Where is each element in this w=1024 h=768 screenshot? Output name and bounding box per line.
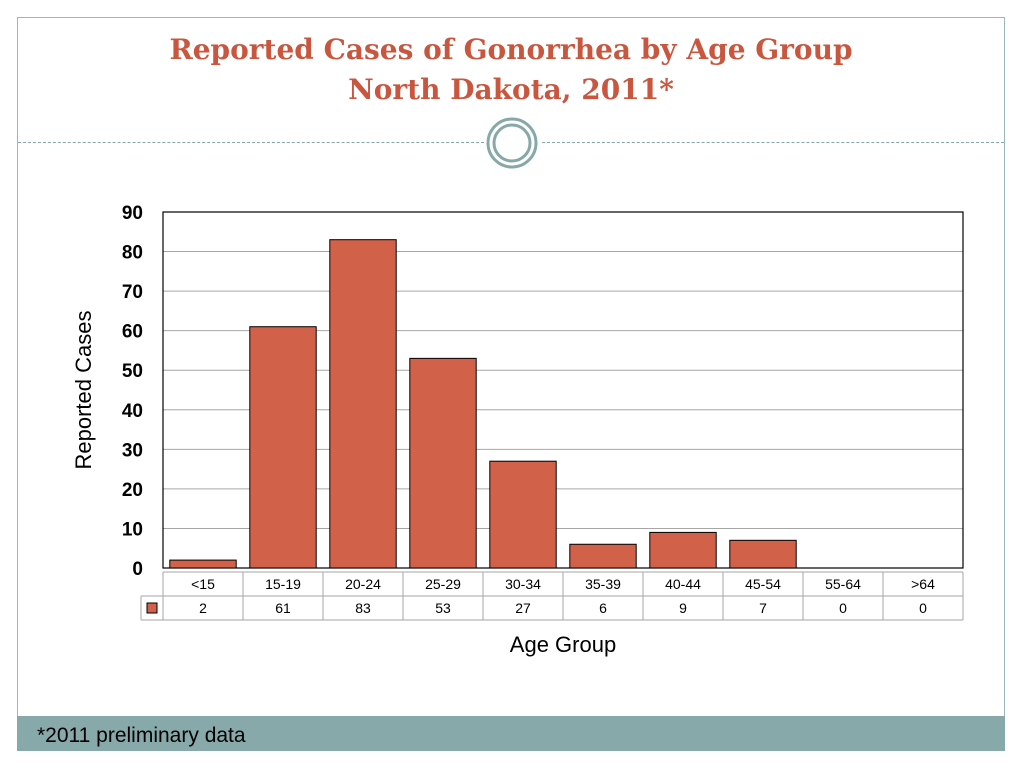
y-tick-label: 30 (122, 440, 143, 461)
data-value-label: 83 (355, 600, 371, 616)
data-value-label: 61 (275, 600, 291, 616)
y-tick-label: 10 (122, 519, 143, 540)
title-line-2: North Dakota, 2011* (348, 73, 674, 106)
x-category-label: 15-19 (265, 576, 301, 592)
y-tick-label: 40 (122, 401, 143, 422)
x-category-label: 35-39 (585, 576, 621, 592)
footer-band: *2011 preliminary data (17, 716, 1005, 751)
plot-area-border (162, 211, 964, 569)
data-value-label: 27 (515, 600, 531, 616)
data-value-label: 6 (599, 600, 607, 616)
x-category-label: 20-24 (345, 576, 381, 592)
footnote: *2011 preliminary data (37, 724, 246, 747)
bar (169, 559, 237, 569)
x-category-label: 45-54 (745, 576, 781, 592)
y-tick-label: 90 (122, 203, 143, 224)
y-tick-label: 80 (122, 243, 143, 264)
bar (409, 357, 477, 569)
circle-ornament-icon (486, 117, 538, 169)
x-category-label: 25-29 (425, 576, 461, 592)
bar (489, 460, 557, 569)
y-tick-label: 50 (122, 361, 143, 382)
data-value-label: 7 (759, 600, 767, 616)
y-tick-label: 0 (132, 559, 143, 580)
y-tick-label: 60 (122, 322, 143, 343)
x-category-label: 40-44 (665, 576, 701, 592)
bar (249, 326, 317, 569)
divider-line-right (542, 142, 1004, 143)
x-category-label: 55-64 (825, 576, 861, 592)
bar (569, 543, 637, 569)
x-category-label: 30-34 (505, 576, 541, 592)
bar (649, 531, 717, 569)
bar (729, 539, 797, 569)
y-tick-label: 70 (122, 282, 143, 303)
data-value-label: 9 (679, 600, 687, 616)
divider-line-left (18, 142, 484, 143)
data-value-label: 0 (839, 600, 847, 616)
y-axis-title: Reported Cases (71, 311, 96, 470)
data-value-label: 2 (199, 600, 207, 616)
data-value-label: 0 (919, 600, 927, 616)
x-axis-title: Age Group (510, 632, 616, 657)
bar (329, 239, 397, 569)
y-tick-label: 20 (122, 480, 143, 501)
x-category-label: >64 (911, 576, 935, 592)
slide-title: Reported Cases of Gonorrhea by Age Group… (17, 30, 1005, 110)
legend-key-marker (146, 602, 158, 614)
title-line-1: Reported Cases of Gonorrhea by Age Group (169, 33, 853, 66)
data-value-label: 53 (435, 600, 451, 616)
x-category-label: <15 (191, 576, 215, 592)
